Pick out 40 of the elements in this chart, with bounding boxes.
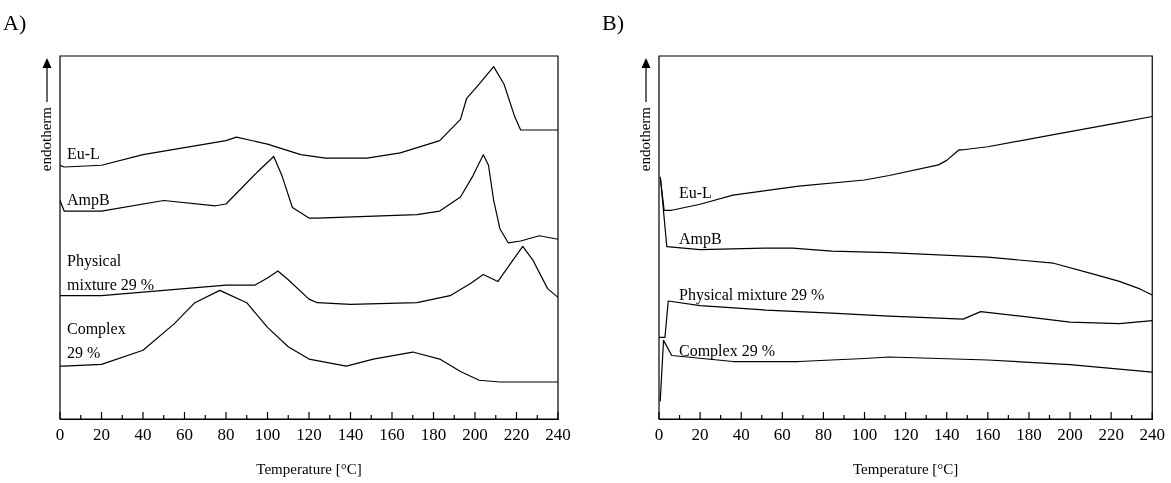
x-tick-label: 60 [773, 424, 791, 444]
x-tick-label: 180 [420, 424, 447, 444]
series-label: AmpB [679, 229, 722, 248]
x-tick-label: 220 [1098, 424, 1124, 444]
x-tick-label: 100 [851, 424, 878, 444]
x-tick-label: 20 [93, 424, 110, 444]
y-axis-title: endotherm [636, 106, 653, 172]
x-tick-label: 80 [217, 424, 235, 444]
x-tick-label: 240 [545, 424, 571, 444]
x-tick-label: 120 [892, 424, 919, 444]
y-axis-title: endotherm [37, 106, 54, 172]
x-tick-label: 160 [975, 424, 1001, 444]
series-label: AmpB [67, 191, 110, 210]
x-tick-label: 200 [1057, 424, 1083, 444]
x-tick-label: 0 [55, 424, 65, 444]
x-tick-label: 220 [503, 424, 530, 444]
x-tick-label: 40 [732, 424, 750, 444]
x-tick-label: 0 [654, 424, 664, 444]
x-tick-label: 160 [379, 424, 405, 444]
chart-title: A) [3, 10, 27, 35]
x-tick-label: 120 [296, 424, 322, 444]
x-tick-label: 40 [134, 424, 152, 444]
chart-title: B) [602, 10, 624, 35]
x-tick-label: 140 [933, 424, 960, 444]
x-tick-label: 60 [176, 424, 193, 444]
x-axis-title: Temperature [°C] [256, 460, 362, 477]
series-label: Eu-L [67, 145, 100, 163]
x-axis-title: Temperature [°C] [852, 460, 959, 477]
series-label: Eu-L [679, 184, 712, 202]
x-tick-label: 100 [254, 424, 281, 444]
series-label: Complex 29 % [679, 341, 775, 360]
x-tick-label: 80 [814, 424, 832, 444]
x-tick-label: 20 [691, 424, 709, 444]
series-label: Complex 29 % [67, 320, 126, 362]
x-tick-label: 240 [1139, 424, 1165, 444]
x-tick-label: 180 [1016, 424, 1042, 444]
x-tick-label: 200 [462, 424, 488, 444]
series-label: Physical mixture 29 % [67, 251, 155, 293]
series-label: Physical mixture 29 % [679, 285, 825, 304]
x-tick-label: 140 [337, 424, 364, 444]
